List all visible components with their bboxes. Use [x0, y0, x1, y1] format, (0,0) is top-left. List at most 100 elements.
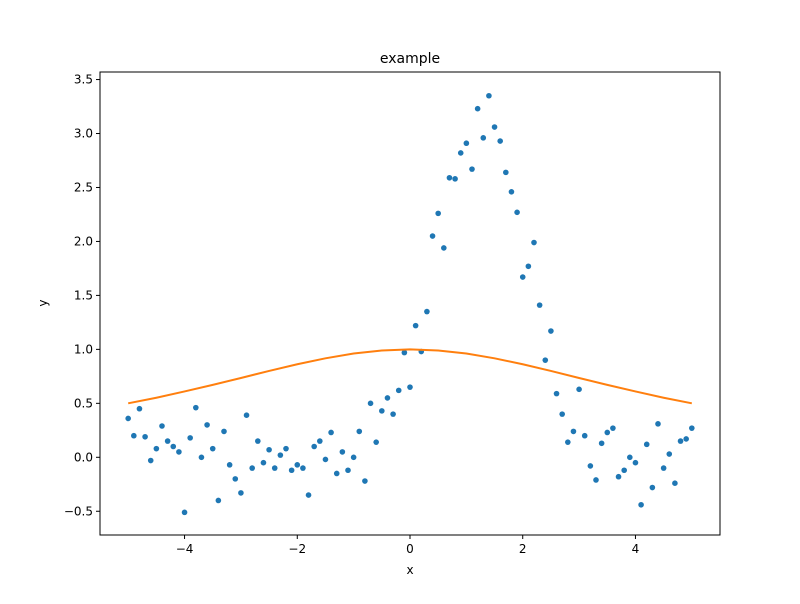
point	[373, 439, 379, 445]
point	[660, 465, 667, 471]
line	[127, 348, 693, 405]
point	[232, 476, 239, 482]
point	[581, 432, 588, 439]
point	[514, 209, 520, 216]
point	[142, 433, 148, 440]
point	[463, 140, 470, 147]
point	[565, 439, 571, 445]
point	[147, 457, 154, 464]
point	[469, 166, 475, 172]
point	[362, 478, 368, 484]
y-tick-label: 3.5	[74, 73, 93, 87]
point	[390, 411, 396, 417]
point	[266, 446, 272, 453]
point	[305, 492, 312, 498]
point	[164, 438, 171, 444]
point	[677, 438, 684, 444]
point	[474, 105, 481, 112]
point	[559, 411, 565, 417]
point	[666, 451, 673, 457]
point	[176, 449, 182, 455]
x-tick-label: 4	[632, 542, 640, 556]
y-tick-label: −0.5	[64, 504, 93, 518]
point	[627, 454, 633, 461]
point	[159, 423, 165, 429]
point	[615, 473, 622, 480]
point	[655, 421, 661, 427]
point	[424, 308, 430, 315]
point	[435, 210, 441, 217]
point	[457, 150, 464, 156]
chart-title: example	[380, 51, 440, 67]
point	[587, 463, 594, 469]
point	[322, 456, 329, 463]
point	[193, 404, 199, 411]
point	[181, 509, 188, 516]
y-tick-label: 2.0	[74, 234, 93, 248]
point	[283, 445, 289, 452]
point	[367, 400, 374, 407]
point	[260, 459, 267, 466]
point	[593, 477, 599, 483]
point	[221, 428, 227, 435]
point	[497, 138, 503, 144]
point	[395, 387, 402, 394]
point	[125, 415, 131, 422]
point	[604, 429, 611, 436]
point	[491, 124, 498, 130]
point	[689, 425, 695, 431]
point	[508, 188, 515, 195]
point	[339, 449, 346, 455]
point	[649, 484, 656, 491]
x-tick-label: 2	[519, 542, 527, 556]
point	[446, 174, 453, 181]
point	[525, 263, 532, 270]
point	[542, 357, 549, 363]
point	[480, 135, 487, 141]
point	[519, 274, 526, 280]
point	[198, 454, 205, 461]
point	[153, 445, 160, 452]
point	[638, 501, 644, 508]
point	[621, 467, 627, 474]
y-tick-label: 3.0	[74, 127, 93, 141]
point	[350, 454, 357, 461]
point	[238, 490, 244, 496]
x-axis-label: x	[406, 563, 413, 577]
point	[131, 432, 137, 439]
point	[576, 386, 582, 393]
point	[407, 384, 413, 390]
point	[294, 462, 301, 468]
point	[226, 462, 233, 468]
plot-frame	[99, 71, 721, 536]
point	[643, 441, 650, 448]
point	[531, 239, 537, 246]
point	[401, 349, 408, 356]
point	[209, 445, 216, 452]
point	[255, 438, 261, 444]
point	[204, 422, 210, 428]
point	[632, 459, 639, 466]
point	[277, 452, 284, 458]
point	[300, 465, 306, 471]
y-tick-label: 1.5	[74, 288, 93, 302]
y-axis-label: y	[36, 299, 50, 306]
point	[672, 480, 678, 486]
point	[412, 322, 419, 329]
point	[683, 436, 689, 442]
y-tick-label: 0.0	[74, 450, 93, 464]
point	[429, 233, 436, 239]
point	[170, 443, 177, 450]
point	[243, 412, 250, 419]
point	[379, 408, 385, 414]
point	[452, 176, 458, 182]
point	[536, 302, 543, 308]
point	[548, 328, 554, 334]
point	[187, 435, 193, 441]
point	[288, 467, 295, 474]
point	[503, 169, 509, 176]
y-tick-label: 1.0	[74, 342, 93, 356]
point	[271, 465, 278, 471]
point	[317, 438, 323, 444]
